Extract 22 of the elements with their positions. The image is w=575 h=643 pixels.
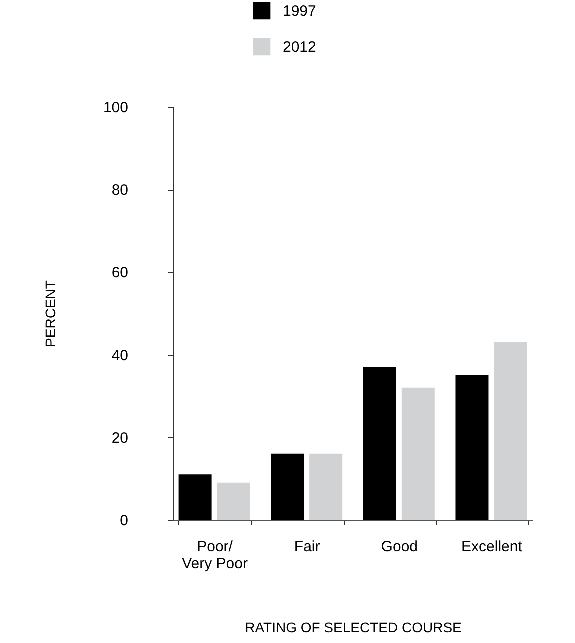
x-tick-label: Excellent xyxy=(462,538,524,556)
y-tick-label: 0 xyxy=(120,512,128,530)
x-tick-label: Fair xyxy=(294,538,320,556)
x-tick-label: Poor/ Very Poor xyxy=(182,538,248,572)
x-tick-label: Good xyxy=(381,538,418,556)
y-tick-label: 100 xyxy=(103,100,128,116)
y-tick-label: 40 xyxy=(112,347,128,364)
bar xyxy=(456,375,489,520)
bar xyxy=(310,454,343,520)
y-tick-label: 60 xyxy=(112,264,128,282)
bar xyxy=(178,474,212,520)
x-axis-title: RATING OF SELECTED COURSE xyxy=(245,620,462,636)
legend-label: 1997 xyxy=(283,3,316,20)
y-tick-label: 80 xyxy=(112,182,128,200)
legend-label: 2012 xyxy=(283,39,316,56)
bar xyxy=(402,388,435,520)
y-tick-label: 20 xyxy=(112,430,128,447)
bar xyxy=(271,454,304,520)
bar xyxy=(217,482,250,520)
bar xyxy=(363,367,396,520)
y-axis-title: PERCENT xyxy=(42,280,58,348)
bar xyxy=(494,342,528,520)
